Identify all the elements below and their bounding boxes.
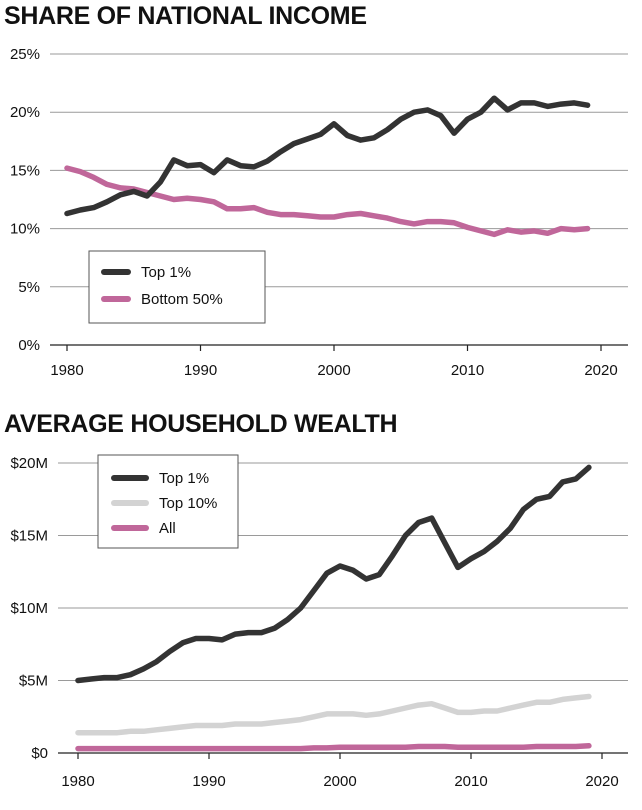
wealth-legend-label: All [159, 520, 176, 537]
income-x-tick-label: 1980 [50, 362, 83, 379]
wealth-y-tick-label: $0 [31, 745, 48, 762]
wealth-x-tick-label: 2020 [585, 773, 618, 790]
wealth-y-tick-label: $15M [10, 528, 48, 545]
wealth-chart-title: AVERAGE HOUSEHOLD WEALTH [4, 410, 398, 438]
income-x-tick-label: 2010 [451, 362, 484, 379]
wealth-y-tick-label: $20M [10, 455, 48, 472]
income-y-tick-label: 0% [18, 337, 40, 354]
wealth-series-line [75, 743, 592, 752]
wealth-legend-label: Top 10% [159, 495, 217, 512]
income-x-tick-label: 2000 [317, 362, 350, 379]
wealth-chart: $0 $5M $10M $15M $20M 1980 1990 2000 2010 2020 Top… [10, 454, 628, 790]
income-legend-box [88, 250, 266, 324]
income-series-line [64, 95, 591, 217]
income-legend-label: Top 1% [141, 264, 191, 281]
income-chart-title: SHARE OF NATIONAL INCOME [4, 2, 367, 30]
income-y-tick-label: 15% [10, 162, 40, 179]
income-y-tick-label: 5% [18, 279, 40, 296]
wealth-x-tick-label: 1980 [61, 773, 94, 790]
income-legend: Top 1% Bottom 50% [88, 250, 266, 324]
wealth-y-tick-label: $5M [19, 673, 48, 690]
wealth-series-line [75, 464, 592, 684]
wealth-legend: Top 1% Top 10% All [97, 454, 239, 549]
income-chart: 0% 5% 10% 15% 20% 25% 1980 1990 2000 2010 2020 Top … [10, 46, 628, 379]
income-y-tick-label: 25% [10, 46, 40, 63]
wealth-series-line [75, 693, 592, 736]
income-legend-label: Bottom 50% [141, 291, 223, 308]
income-y-tick-label: 10% [10, 221, 40, 238]
wealth-x-tick-label: 1990 [192, 773, 225, 790]
income-y-tick-label: 20% [10, 104, 40, 121]
wealth-x-tick-label: 2000 [323, 773, 356, 790]
wealth-x-tick-label: 2010 [454, 773, 487, 790]
wealth-y-tick-label: $10M [10, 600, 48, 617]
income-x-tick-label: 1990 [184, 362, 217, 379]
income-series-line [64, 165, 591, 238]
wealth-legend-label: Top 1% [159, 470, 209, 487]
income-x-tick-label: 2020 [584, 362, 617, 379]
